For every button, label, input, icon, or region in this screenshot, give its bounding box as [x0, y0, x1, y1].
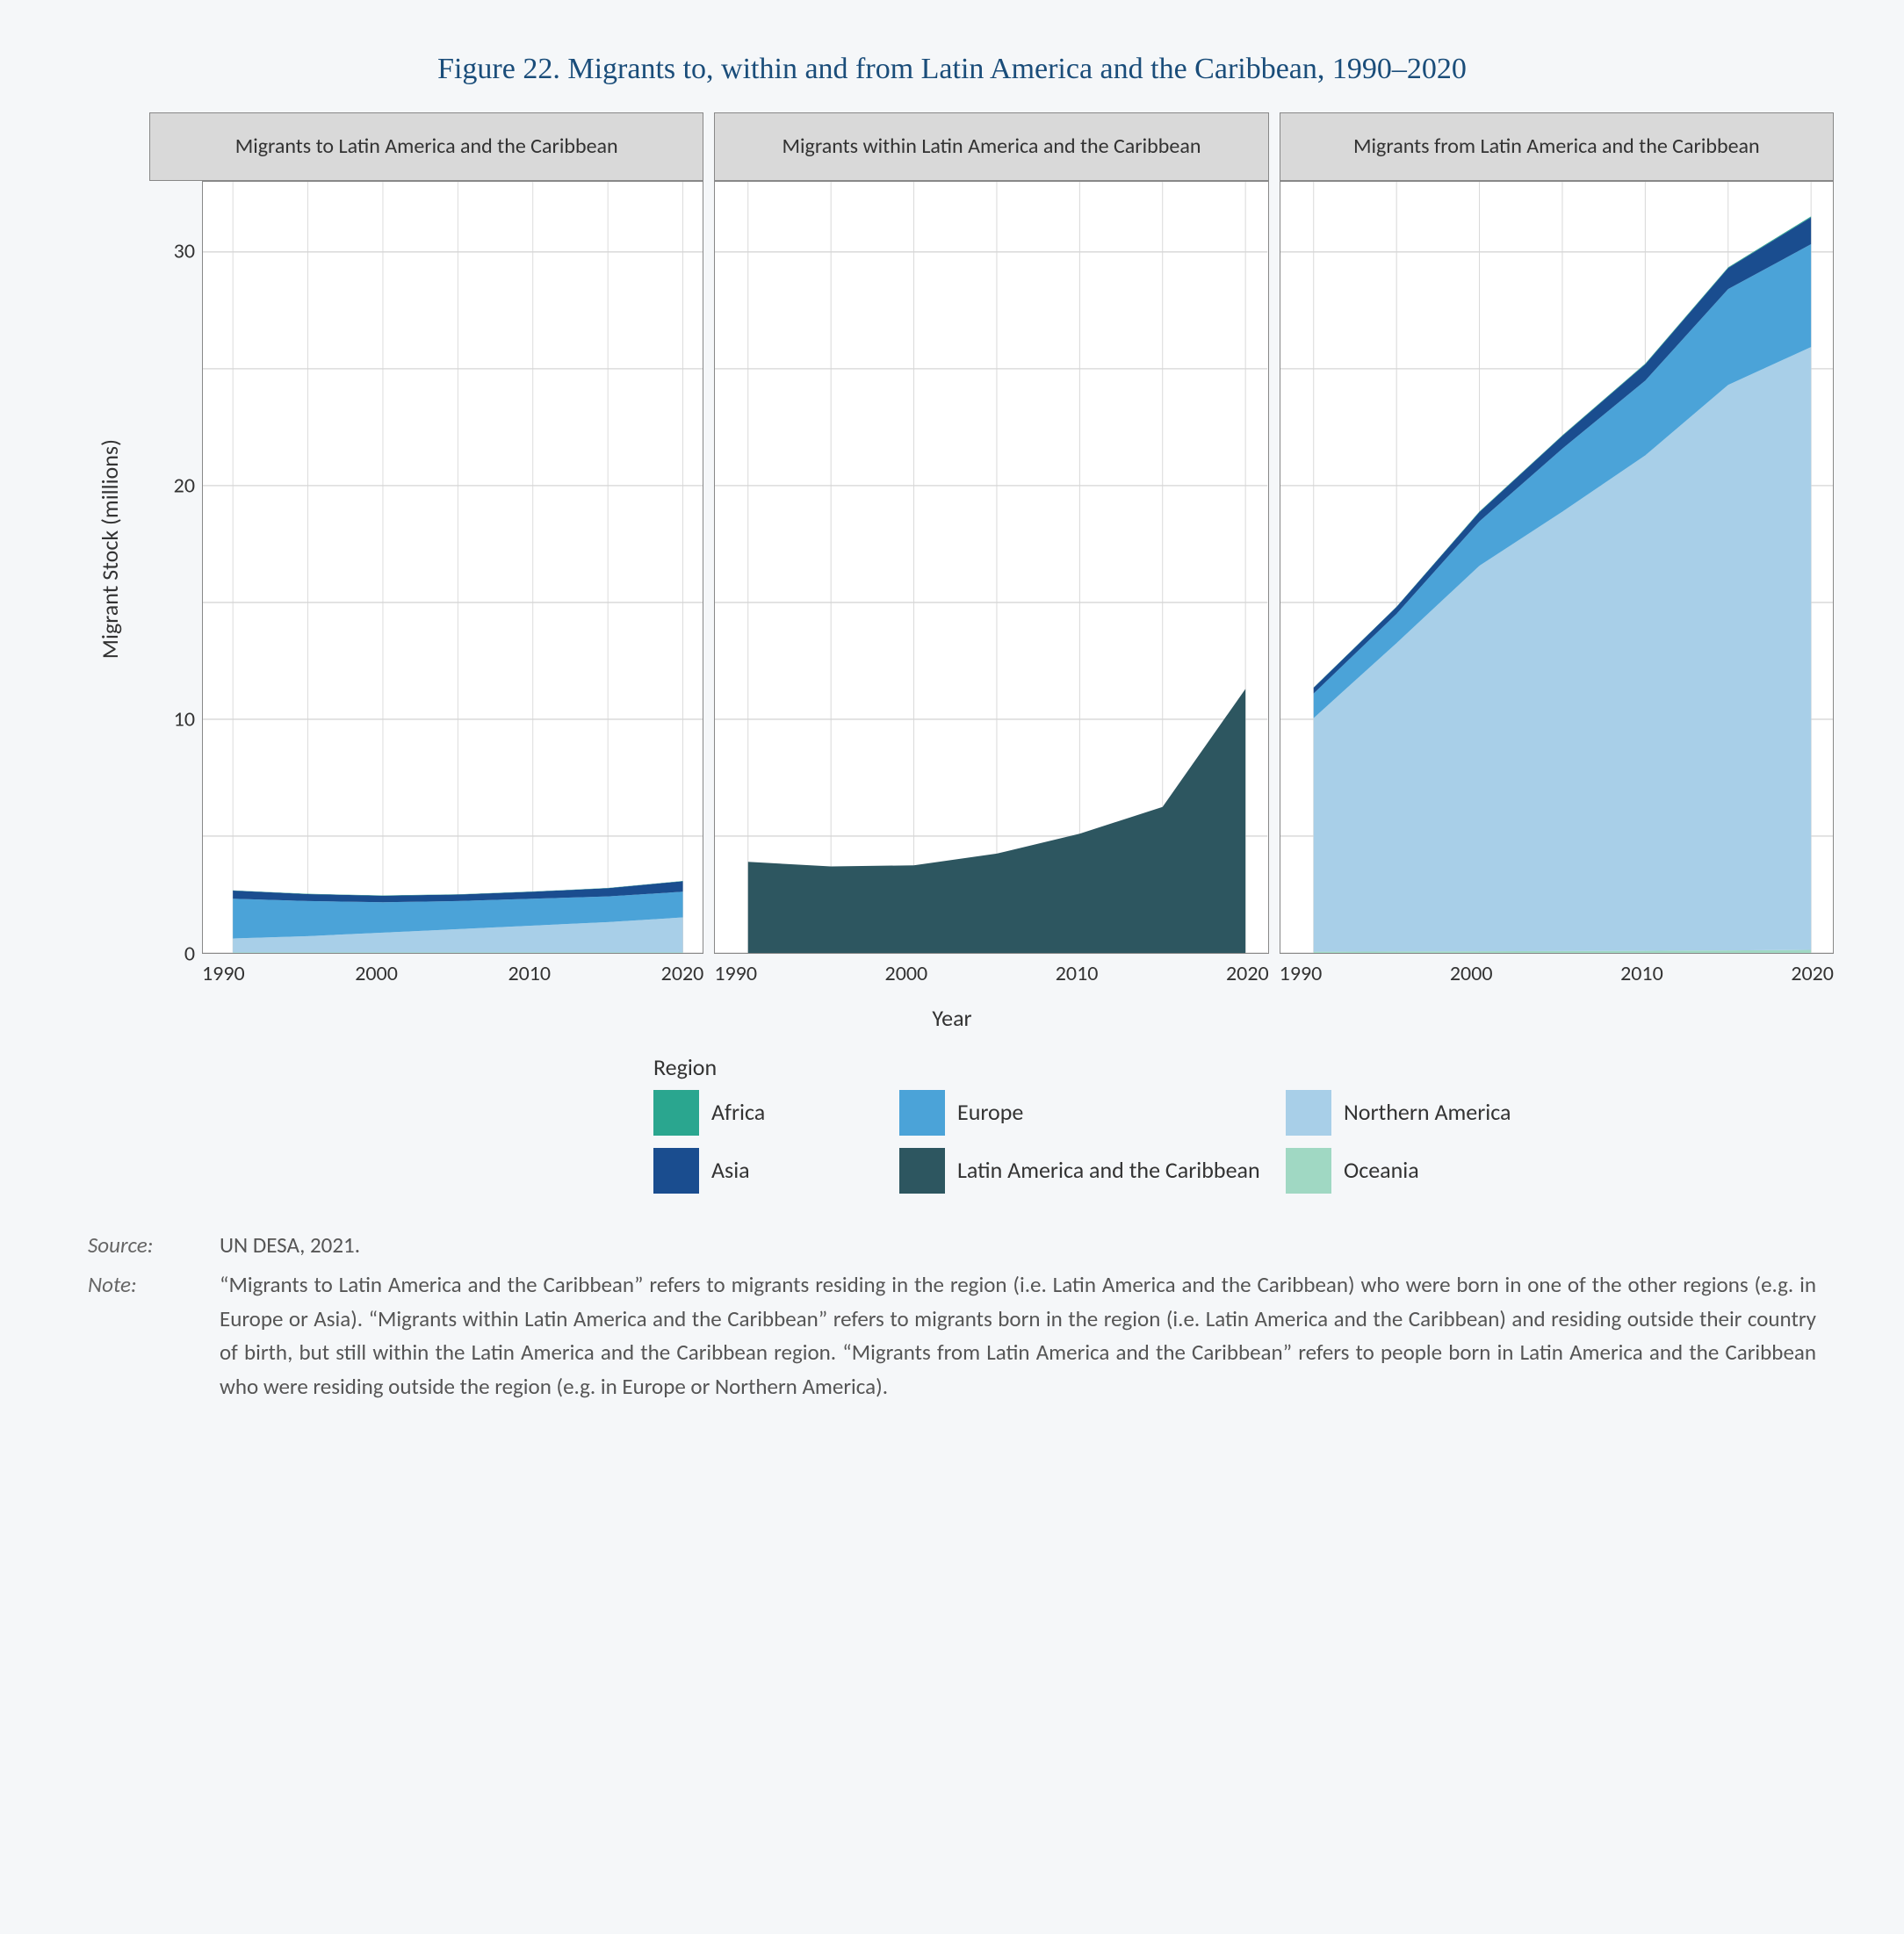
legend-swatch	[1286, 1148, 1331, 1194]
plot-area	[714, 181, 1268, 954]
x-tick: 1990	[1280, 961, 1323, 986]
legend-item-na: Northern America	[1286, 1090, 1567, 1136]
legend-item-asia: Asia	[653, 1148, 882, 1194]
x-tick: 1990	[714, 961, 757, 986]
plot-wrap	[1280, 181, 1834, 954]
x-tick: 2000	[355, 961, 398, 986]
panels-container: Migrants to Latin America and the Caribb…	[149, 112, 1834, 986]
legend-item-africa: Africa	[653, 1090, 882, 1136]
y-tick: 30	[174, 239, 195, 264]
panel-within: Migrants within Latin America and the Ca…	[714, 112, 1268, 986]
footer-note-text: “Migrants to Latin America and the Carib…	[220, 1268, 1816, 1404]
figure-title: Figure 22. Migrants to, within and from …	[35, 53, 1869, 86]
x-tick: 1990	[202, 961, 245, 986]
legend-swatch	[899, 1148, 945, 1194]
plot-area	[202, 181, 703, 954]
legend-item-lac: Latin America and the Caribbean	[899, 1148, 1268, 1194]
legend-swatch	[653, 1090, 699, 1136]
panel-from: Migrants from Latin America and the Cari…	[1280, 112, 1834, 986]
legend-swatch	[899, 1090, 945, 1136]
x-ticks: 1990 2000 2010 2020	[714, 954, 1268, 986]
legend-title: Region	[653, 1053, 717, 1081]
plot-area	[1280, 181, 1834, 954]
legend-label: Northern America	[1344, 1099, 1511, 1126]
legend-label: Asia	[711, 1157, 750, 1184]
legend-swatch	[1286, 1090, 1331, 1136]
legend-swatch	[653, 1148, 699, 1194]
chart-row: Migrant Stock (millions) Migrants to Lat…	[70, 112, 1834, 986]
legend-label: Oceania	[1344, 1157, 1419, 1184]
legend-label: Africa	[711, 1099, 765, 1126]
footer-note-label: Note:	[88, 1268, 220, 1404]
y-axis-label: Migrant Stock (millions)	[96, 439, 124, 659]
y-axis-container: Migrant Stock (millions)	[70, 112, 149, 986]
footer-source-label: Source:	[88, 1229, 220, 1263]
x-axis-label: Year	[35, 1004, 1869, 1032]
legend-item-oceania: Oceania	[1286, 1148, 1567, 1194]
panel-to: Migrants to Latin America and the Caribb…	[149, 112, 703, 986]
legend-item-europe: Europe	[899, 1090, 1268, 1136]
panel-header: Migrants from Latin America and the Cari…	[1280, 112, 1834, 181]
panel-header: Migrants within Latin America and the Ca…	[714, 112, 1268, 181]
x-tick: 2020	[1791, 961, 1834, 986]
y-tick: 10	[174, 707, 195, 732]
x-tick: 2000	[1450, 961, 1493, 986]
legend: Region Africa Europe Northern America Asia L…	[337, 1053, 1567, 1194]
plot-wrap	[714, 181, 1268, 954]
footer-source-text: UN DESA, 2021.	[220, 1229, 1816, 1263]
x-tick: 2010	[508, 961, 551, 986]
y-tick: 0	[184, 942, 195, 967]
panel-header: Migrants to Latin America and the Caribb…	[149, 112, 703, 181]
plot-wrap: 0102030	[149, 181, 703, 954]
footer-note-row: Note: “Migrants to Latin America and the…	[88, 1268, 1816, 1404]
footer: Source: UN DESA, 2021. Note: “Migrants t…	[88, 1229, 1816, 1404]
x-tick: 2000	[885, 961, 928, 986]
x-tick: 2010	[1056, 961, 1099, 986]
x-ticks: 1990 2000 2010 2020	[1280, 954, 1834, 986]
x-tick: 2010	[1620, 961, 1663, 986]
legend-label: Europe	[957, 1099, 1023, 1126]
y-tick: 20	[174, 473, 195, 498]
x-tick: 2020	[1226, 961, 1269, 986]
area-oceania	[233, 952, 682, 953]
y-ticks: 0102030	[149, 181, 202, 954]
legend-grid: Africa Europe Northern America Asia Latin Am…	[653, 1090, 1567, 1194]
legend-label: Latin America and the Caribbean	[957, 1157, 1260, 1184]
x-tick: 2020	[661, 961, 704, 986]
footer-source-row: Source: UN DESA, 2021.	[88, 1229, 1816, 1263]
x-ticks: 1990 2000 2010 2020	[202, 954, 703, 986]
